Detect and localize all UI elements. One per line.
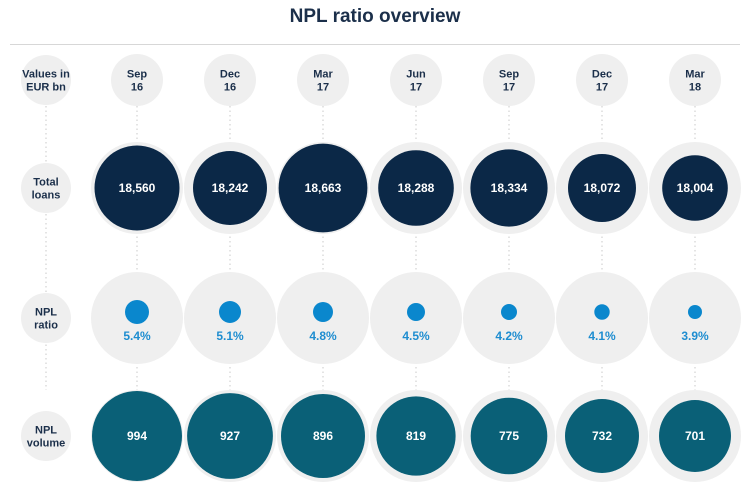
total-loans-label: 18,242 xyxy=(212,181,249,195)
date-circle xyxy=(297,54,349,106)
total-loans-bubble xyxy=(378,150,454,226)
npl-ratio-label: 5.1% xyxy=(216,329,244,343)
total-loans-label: 18,334 xyxy=(491,181,528,195)
row-label: NPL ratio xyxy=(34,307,58,332)
npl-volume-label: 701 xyxy=(685,429,705,443)
npl-ratio-dot xyxy=(313,302,333,322)
npl-ratio-dot xyxy=(125,300,149,324)
npl-volume-bubble xyxy=(376,396,456,476)
row-label-circle xyxy=(21,55,71,105)
npl-volume-bubble xyxy=(565,399,639,473)
npl-ratio-label: 4.1% xyxy=(588,329,616,343)
npl-ratio-dot xyxy=(407,303,425,321)
date-label: Sep 17 xyxy=(499,69,519,94)
npl-ratio-dot xyxy=(594,304,610,320)
npl-ratio-label: 4.5% xyxy=(402,329,430,343)
npl-volume-label: 927 xyxy=(220,429,240,443)
total-loans-label: 18,663 xyxy=(305,181,342,195)
date-circle xyxy=(111,54,163,106)
row-label: NPL volume xyxy=(27,425,66,450)
npl-volume-bubble xyxy=(659,400,731,472)
total-loans-bubble xyxy=(470,149,548,227)
row-label-circle xyxy=(21,411,71,461)
npl-volume-bubble xyxy=(187,393,273,479)
npl-ratio-label: 5.4% xyxy=(123,329,151,343)
date-circle xyxy=(669,54,721,106)
npl-ratio-dot xyxy=(219,301,241,323)
date-label: Dec 17 xyxy=(592,69,612,94)
npl-ratio-dot xyxy=(688,305,702,319)
total-loans-bubble xyxy=(662,155,728,221)
date-label: Dec 16 xyxy=(220,69,240,94)
npl-volume-bubble xyxy=(281,394,365,478)
npl-volume-label: 732 xyxy=(592,429,612,443)
date-circle xyxy=(390,54,442,106)
date-label: Jun 17 xyxy=(406,69,426,94)
total-loans-bubble xyxy=(193,151,267,225)
row-label: Total loans xyxy=(32,177,61,202)
date-circle xyxy=(483,54,535,106)
npl-volume-label: 819 xyxy=(406,429,426,443)
total-loans-label: 18,288 xyxy=(398,181,435,195)
total-loans-label: 18,560 xyxy=(119,181,156,195)
npl-volume-label: 775 xyxy=(499,429,519,443)
npl-ratio-label: 4.2% xyxy=(495,329,523,343)
title-divider xyxy=(10,44,740,45)
npl-ratio-dot xyxy=(501,304,517,320)
total-loans-label: 18,004 xyxy=(677,181,714,195)
npl-ratio-label: 3.9% xyxy=(681,329,709,343)
row-label-circle xyxy=(21,293,71,343)
total-loans-bubble xyxy=(568,154,636,222)
date-label: Mar 17 xyxy=(313,69,333,94)
total-loans-bubble xyxy=(94,145,180,231)
npl-volume-bubble xyxy=(470,397,548,475)
npl-volume-label: 896 xyxy=(313,429,333,443)
total-loans-label: 18,072 xyxy=(584,181,621,195)
date-circle xyxy=(576,54,628,106)
date-label: Sep 16 xyxy=(127,69,147,94)
row-label-circle xyxy=(21,163,71,213)
total-loans-bubble xyxy=(278,143,368,233)
npl-volume-bubble xyxy=(92,391,182,481)
date-circle xyxy=(204,54,256,106)
chart-title: NPL ratio overview xyxy=(289,6,461,27)
row-label: Values in EUR bn xyxy=(22,69,70,94)
npl-volume-label: 994 xyxy=(127,429,147,443)
date-label: Mar 18 xyxy=(685,69,705,94)
npl-ratio-label: 4.8% xyxy=(309,329,337,343)
